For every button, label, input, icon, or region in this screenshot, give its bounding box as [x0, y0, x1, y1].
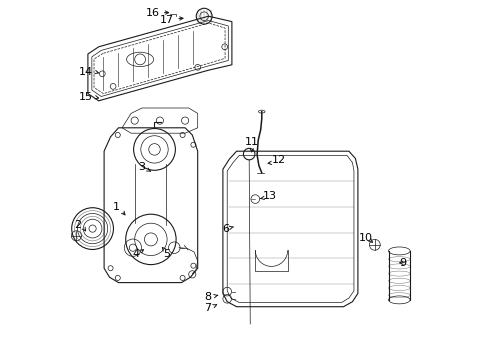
Text: 11: 11	[244, 137, 258, 147]
Text: 16: 16	[145, 8, 160, 18]
Text: 7: 7	[204, 303, 211, 313]
Text: 3: 3	[138, 162, 145, 172]
Text: 6: 6	[222, 224, 228, 234]
Text: 13: 13	[262, 191, 276, 201]
Text: 9: 9	[399, 258, 406, 268]
Text: 4: 4	[132, 249, 139, 259]
Text: 2: 2	[75, 220, 81, 230]
Text: 17: 17	[160, 15, 174, 25]
Text: 8: 8	[204, 292, 211, 302]
Text: 10: 10	[359, 233, 372, 243]
Text: 15: 15	[79, 92, 93, 102]
Text: 14: 14	[79, 67, 93, 77]
Text: 12: 12	[271, 155, 285, 165]
Text: 1: 1	[113, 202, 120, 212]
Text: 5: 5	[163, 249, 170, 259]
